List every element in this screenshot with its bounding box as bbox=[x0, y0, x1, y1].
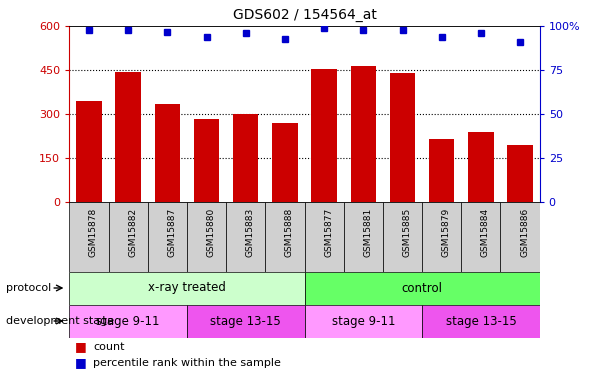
Text: count: count bbox=[93, 342, 125, 352]
Bar bbox=[305, 272, 540, 304]
Text: stage 9-11: stage 9-11 bbox=[332, 315, 395, 327]
Bar bbox=[76, 101, 102, 202]
Text: GSM15878: GSM15878 bbox=[89, 208, 98, 257]
Text: stage 9-11: stage 9-11 bbox=[96, 315, 160, 327]
Text: control: control bbox=[402, 282, 443, 294]
Title: GDS602 / 154564_at: GDS602 / 154564_at bbox=[233, 9, 376, 22]
Bar bbox=[69, 304, 187, 338]
Text: development stage: development stage bbox=[6, 316, 114, 326]
Bar bbox=[383, 202, 422, 272]
Text: protocol: protocol bbox=[6, 283, 51, 293]
Text: GSM15885: GSM15885 bbox=[403, 208, 411, 257]
Bar bbox=[69, 272, 305, 304]
Text: stage 13-15: stage 13-15 bbox=[210, 315, 281, 327]
Bar bbox=[305, 304, 422, 338]
Bar bbox=[69, 202, 109, 272]
Bar bbox=[461, 202, 500, 272]
Text: x-ray treated: x-ray treated bbox=[148, 282, 226, 294]
Bar bbox=[311, 69, 337, 202]
Text: GSM15887: GSM15887 bbox=[167, 208, 176, 257]
Bar bbox=[187, 304, 305, 338]
Bar bbox=[422, 202, 461, 272]
Bar bbox=[350, 66, 376, 202]
Bar bbox=[154, 104, 180, 202]
Text: GSM15881: GSM15881 bbox=[363, 208, 372, 257]
Bar bbox=[500, 202, 540, 272]
Bar bbox=[507, 145, 533, 202]
Text: ■: ■ bbox=[75, 340, 87, 353]
Text: GSM15882: GSM15882 bbox=[128, 208, 137, 257]
Bar bbox=[109, 202, 148, 272]
Text: GSM15886: GSM15886 bbox=[520, 208, 529, 257]
Bar bbox=[148, 202, 187, 272]
Bar bbox=[468, 132, 494, 202]
Bar bbox=[226, 202, 265, 272]
Text: GSM15888: GSM15888 bbox=[285, 208, 294, 257]
Bar bbox=[233, 114, 259, 202]
Text: stage 13-15: stage 13-15 bbox=[446, 315, 516, 327]
Bar bbox=[344, 202, 383, 272]
Bar bbox=[390, 73, 415, 202]
Bar bbox=[422, 304, 540, 338]
Text: GSM15879: GSM15879 bbox=[441, 208, 450, 257]
Text: GSM15884: GSM15884 bbox=[481, 208, 490, 257]
Text: GSM15880: GSM15880 bbox=[206, 208, 215, 257]
Bar bbox=[115, 72, 141, 202]
Bar bbox=[187, 202, 226, 272]
Bar bbox=[272, 123, 298, 202]
Text: ■: ■ bbox=[75, 357, 87, 369]
Bar bbox=[194, 118, 219, 202]
Bar bbox=[429, 139, 455, 202]
Text: percentile rank within the sample: percentile rank within the sample bbox=[93, 358, 282, 368]
Text: GSM15877: GSM15877 bbox=[324, 208, 333, 257]
Bar bbox=[305, 202, 344, 272]
Bar bbox=[265, 202, 305, 272]
Text: GSM15883: GSM15883 bbox=[246, 208, 254, 257]
